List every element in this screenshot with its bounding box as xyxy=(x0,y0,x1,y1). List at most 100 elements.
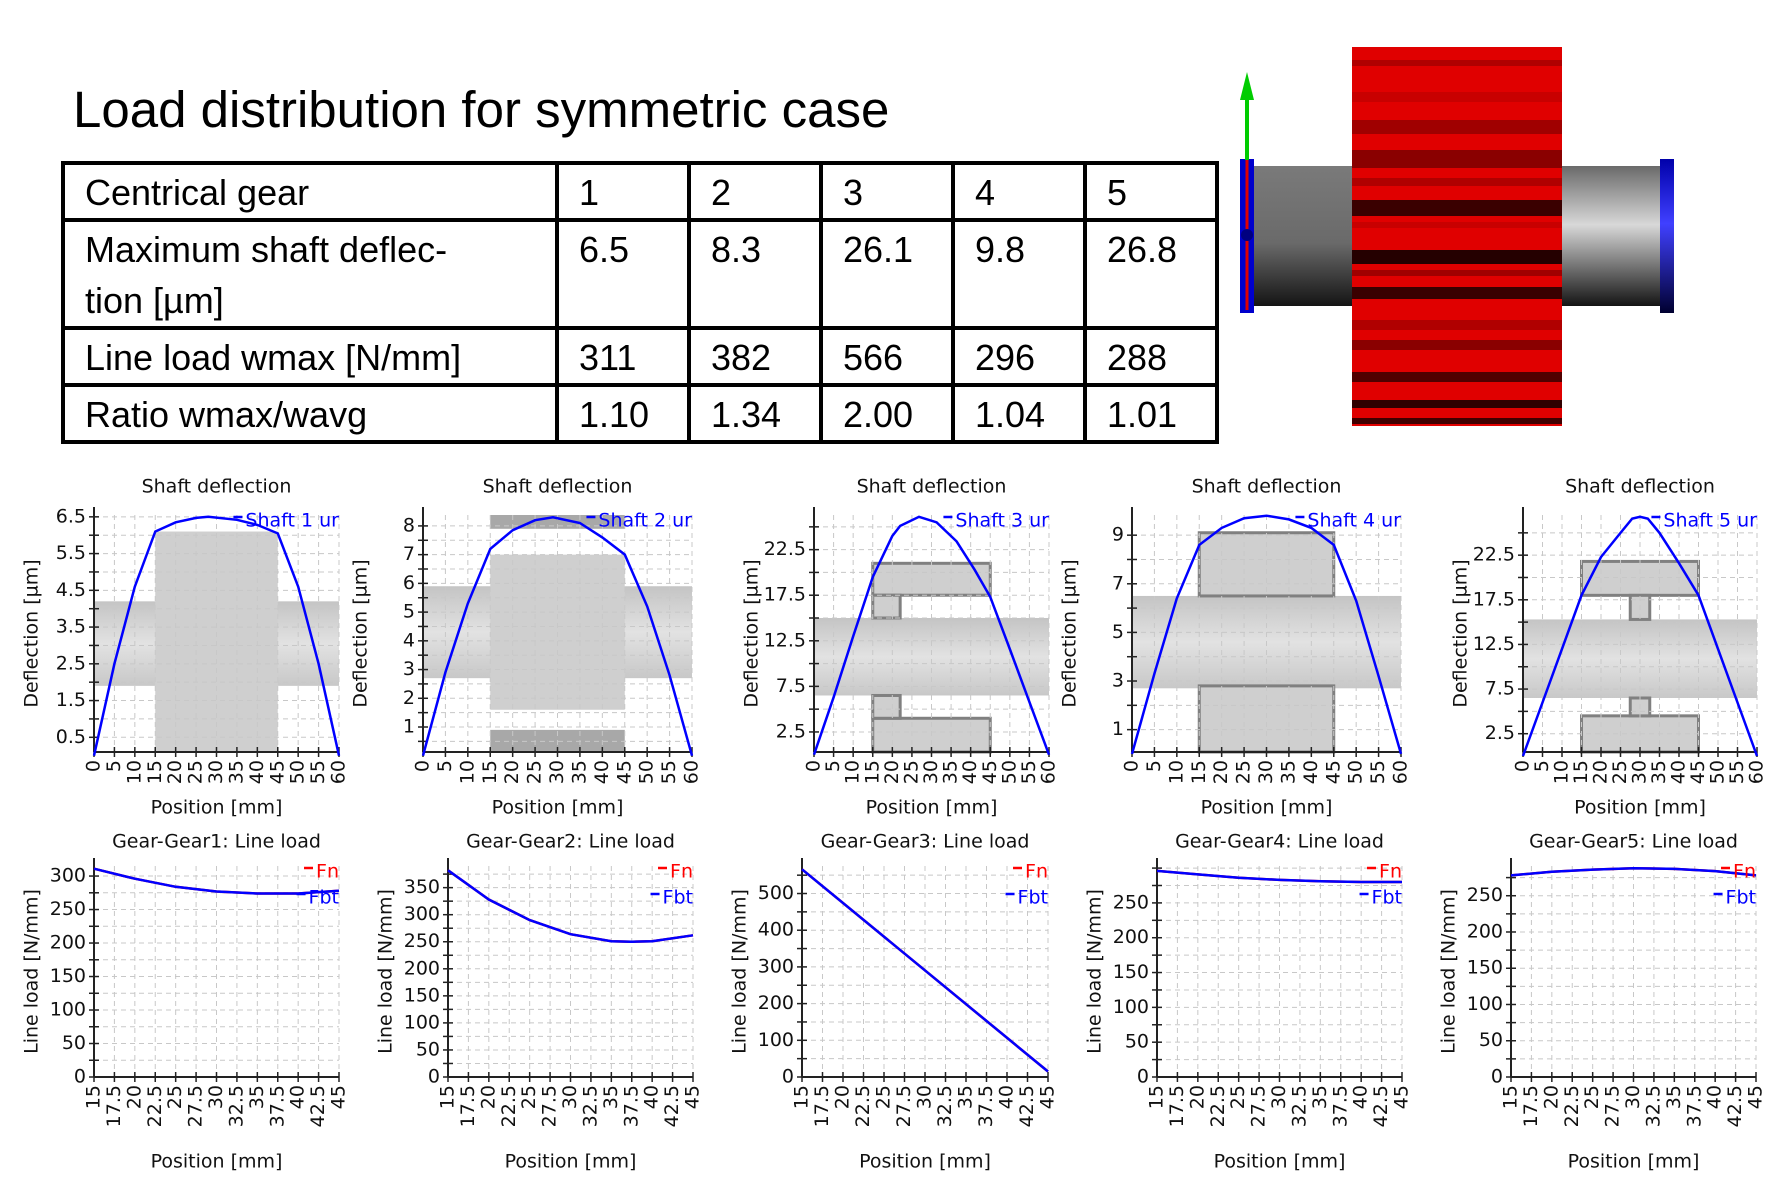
x-tick-label: 40 xyxy=(959,760,981,784)
x-tick-label: 35 xyxy=(955,1085,977,1109)
x-tick-label: 0 xyxy=(83,760,105,772)
x-tick-label: 5 xyxy=(1143,760,1165,772)
x-tick-label: 35 xyxy=(1277,760,1299,784)
gear-shaft-model-image xyxy=(1240,47,1674,426)
y-tick-label: 0.5 xyxy=(56,726,86,748)
chart-title: Shaft deflection xyxy=(857,476,1007,498)
x-tick-label: 45 xyxy=(1322,760,1344,784)
chart-title: Gear-Gear2: Line load xyxy=(466,831,675,853)
y-tick-label: 350 xyxy=(404,876,440,898)
x-tick-label: 35 xyxy=(600,1085,622,1109)
table-row: Line load wmax [N/mm] 311 382 566 296 288 xyxy=(61,326,1219,387)
chart-title: Gear-Gear5: Line load xyxy=(1529,831,1738,853)
bearing-right xyxy=(1660,159,1674,313)
x-tick-label: 0 xyxy=(1121,760,1143,772)
x-tick-label: 17.5 xyxy=(811,1085,833,1127)
series-line-shaft-5-ur xyxy=(1521,515,1759,757)
x-tick-label: 15 xyxy=(479,760,501,784)
x-tick-label: 17.5 xyxy=(1520,1085,1542,1127)
x-tick-label: 45 xyxy=(1745,1085,1767,1109)
y-tick-label: 17.5 xyxy=(764,584,806,606)
x-axis-label: Position [mm] xyxy=(1214,1151,1346,1173)
x-tick-label: 25 xyxy=(1609,760,1631,784)
series-line-fbt xyxy=(1156,869,1402,884)
x-tick-label: 35 xyxy=(568,760,590,784)
x-tick-label: 20 xyxy=(164,760,186,784)
series-line-shaft-4-ur xyxy=(1130,514,1403,755)
gear-tooth-band xyxy=(1352,418,1562,424)
shaft-deflection-chart: 0.51.52.53.54.55.56.50510152025303540455… xyxy=(21,476,350,819)
x-tick-label: 15 xyxy=(144,760,166,784)
x-tick-label: 0 xyxy=(412,760,434,772)
chart-title: Shaft deflection xyxy=(1565,476,1715,498)
line-load-chart: 0 100 200 300 400 500 1517.52022.52527.53032.5… xyxy=(729,831,1059,1173)
gear-tooth-band xyxy=(1352,270,1562,276)
x-tick-label: 15 xyxy=(1188,760,1210,784)
x-tick-label: 20 xyxy=(477,1085,499,1109)
gear-tooth-band xyxy=(1352,92,1562,102)
y-tick-label: 6 xyxy=(403,572,415,594)
x-tick-label: 60 xyxy=(328,760,350,784)
table-cell: 1.34 xyxy=(687,383,823,444)
x-axis-label: Position [mm] xyxy=(859,1151,991,1173)
x-tick-label: 40 xyxy=(246,760,268,784)
y-tick-label: 0 xyxy=(428,1066,440,1088)
x-tick-label: 22.5 xyxy=(852,1085,874,1127)
x-tick-label: 27.5 xyxy=(539,1085,561,1127)
x-tick-label: 42.5 xyxy=(661,1085,683,1127)
x-tick-label: 30 xyxy=(1622,1085,1644,1109)
x-tick-label: 60 xyxy=(681,760,703,784)
x-tick-label: 50 xyxy=(1707,760,1729,784)
legend-label: Shaft 5 ur xyxy=(1663,510,1757,532)
table-row: Maximum shaft deflec- tion [µm] 6.5 8.3 26.… xyxy=(61,218,1219,330)
x-tick-label: 45 xyxy=(682,1085,704,1109)
table-cell: 9.8 xyxy=(951,218,1087,330)
y-tick-label: 500 xyxy=(758,882,794,904)
x-tick-label: 45 xyxy=(266,760,288,784)
y-tick-label: 400 xyxy=(758,919,794,941)
series-line-fbt xyxy=(801,868,1049,1073)
y-tick-label: 300 xyxy=(758,955,794,977)
legend-label: Fbt xyxy=(1372,887,1402,909)
series-line-fbt xyxy=(93,867,340,895)
y-tick-label: 150 xyxy=(1113,961,1149,983)
x-tick-label: 20 xyxy=(881,760,903,784)
x-tick-label: 22.5 xyxy=(1561,1085,1583,1127)
x-tick-label: 10 xyxy=(123,760,145,784)
x-axis-label: Position [mm] xyxy=(151,1151,283,1173)
x-tick-label: 37.5 xyxy=(620,1085,642,1127)
x-tick-label: 35 xyxy=(1663,1085,1685,1109)
gear-tooth-band xyxy=(1352,200,1562,216)
gear-tooth-band xyxy=(1352,60,1562,66)
y-tick-label: 200 xyxy=(1113,926,1149,948)
shaft-drawing xyxy=(814,618,1049,696)
x-tick-label: 55 xyxy=(1018,760,1040,784)
x-tick-label: 50 xyxy=(636,760,658,784)
x-tick-label: 37.5 xyxy=(975,1085,997,1127)
x-tick-label: 30 xyxy=(1255,760,1277,784)
x-tick-label: 15 xyxy=(83,1085,105,1109)
x-tick-label: 55 xyxy=(1726,760,1748,784)
legend-label: Fn xyxy=(1379,861,1402,883)
x-tick-label: 37.5 xyxy=(1329,1085,1351,1127)
x-tick-label: 40 xyxy=(1668,760,1690,784)
x-tick-label: 35 xyxy=(1648,760,1670,784)
series-line-shaft-2-ur xyxy=(421,516,694,757)
chart-title: Gear-Gear4: Line load xyxy=(1175,831,1384,853)
gear-tooth-band xyxy=(1352,150,1562,168)
y-tick-label: 2 xyxy=(403,687,415,709)
row-header-cell: Ratio wmax/wavg xyxy=(61,383,559,444)
x-tick-label: 10 xyxy=(1165,760,1187,784)
gear-drawing xyxy=(871,693,902,720)
y-tick-label: 4.5 xyxy=(56,579,86,601)
x-tick-label: 15 xyxy=(1146,1085,1168,1109)
gear-drawing xyxy=(871,593,902,620)
x-tick-label: 0 xyxy=(803,760,825,772)
x-tick-label: 15 xyxy=(437,1085,459,1109)
y-tick-label: 9 xyxy=(1112,524,1124,546)
series-line-fn xyxy=(93,867,340,895)
x-tick-label: 60 xyxy=(1390,760,1412,784)
y-tick-label: 50 xyxy=(1479,1029,1503,1051)
table-cell: 6.5 xyxy=(555,218,691,330)
